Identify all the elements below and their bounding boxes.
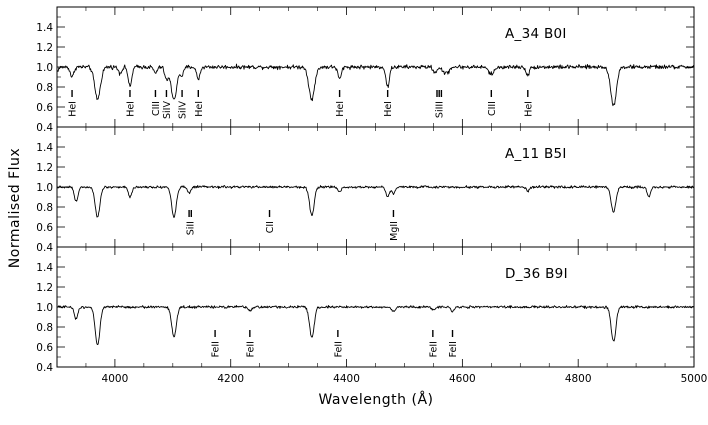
star-label: A_11 B5I (505, 146, 567, 162)
x-tick-label: 4600 (449, 373, 476, 385)
line-id-label: FeII (333, 341, 344, 357)
x-tick-label: 5000 (681, 373, 708, 385)
y-tick-label: 1.2 (36, 162, 53, 174)
line-id-label: HeI (68, 101, 79, 117)
y-tick-label: 1.4 (36, 22, 53, 34)
y-tick-label: 0.6 (36, 102, 53, 114)
y-tick-label: 0.8 (36, 202, 53, 214)
line-id-label: FeII (428, 341, 439, 357)
x-axis-label: Wavelength (Å) (318, 391, 433, 408)
line-id-label: SiIV (178, 101, 189, 119)
y-tick-label: 1.0 (36, 182, 53, 194)
x-tick-label: 4000 (102, 373, 129, 385)
line-id-label: FeII (448, 341, 459, 357)
y-tick-label: 0.4 (36, 122, 53, 134)
star-label: A_34 B0I (505, 26, 567, 42)
line-id-label: HeI (335, 101, 346, 117)
spectrum-panel: 0.4 0.6 0.8 1.0 1.2 1.4 A_11 B5I SiII CII MgII (36, 126, 695, 254)
line-id-label: FeII (245, 341, 256, 357)
y-tick-label: 1.0 (36, 302, 53, 314)
line-id-label: FeII (211, 341, 222, 357)
x-tick-label: 4200 (217, 373, 244, 385)
line-id-label: SiIII (435, 101, 446, 118)
spectrum-line (56, 185, 695, 219)
y-tick-label: 0.4 (36, 362, 53, 374)
line-id-label: HeI (125, 101, 136, 117)
y-tick-label: 1.2 (36, 42, 53, 54)
x-tick-label: 4800 (565, 373, 592, 385)
line-id-label: HeI (194, 101, 205, 117)
y-tick-label: 0.8 (36, 82, 53, 94)
y-tick-label: 0.8 (36, 322, 53, 334)
spectrum-line (56, 305, 695, 346)
y-tick-label: 1.4 (36, 142, 53, 154)
y-tick-label: 0.6 (36, 342, 53, 354)
line-id-label: SiIV (162, 101, 173, 119)
line-id-label: HeI (383, 101, 394, 117)
y-tick-label: 1.4 (36, 262, 53, 274)
y-tick-label: 0.6 (36, 222, 53, 234)
line-id-label: SiII (186, 221, 197, 235)
spectrum-line (56, 63, 695, 107)
y-tick-label: 0.4 (36, 242, 53, 254)
line-id-label: CIII (151, 101, 162, 116)
line-id-label: HeI (523, 101, 534, 117)
x-tick-label: 4400 (333, 373, 360, 385)
spectrum-panel: 0.4 0.6 0.8 1.0 1.2 1.4 D_36 B9I FeII FeII FeII Fe… (36, 246, 695, 374)
line-id-label: CIII (487, 101, 498, 116)
y-tick-label: 1.2 (36, 282, 53, 294)
line-id-label: CII (265, 221, 276, 233)
line-id-label: MgII (389, 221, 400, 241)
star-label: D_36 B9I (505, 266, 568, 282)
y-tick-label: 1.0 (36, 62, 53, 74)
y-axis-label: Normalised Flux (7, 148, 23, 268)
